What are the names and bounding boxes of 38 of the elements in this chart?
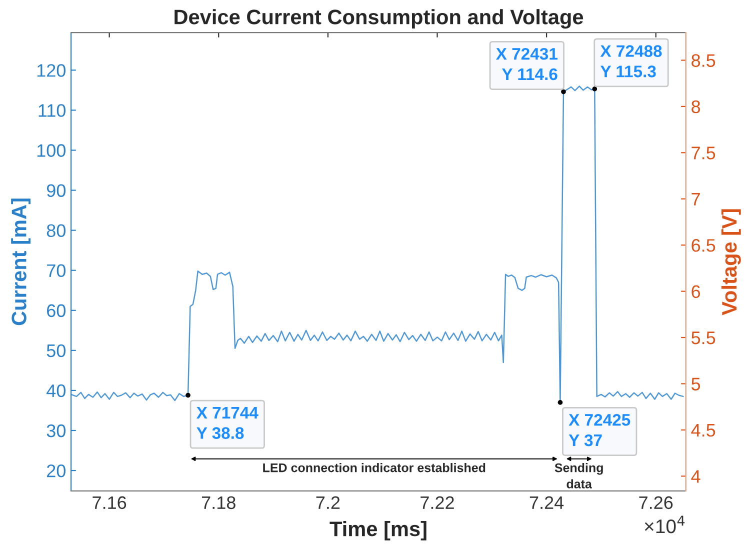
y-tick-label: 120 <box>37 64 66 77</box>
y-tick-label: 110 <box>38 104 66 117</box>
y2-tick-label: 6.5 <box>692 239 716 252</box>
y2-tick-label: 7 <box>692 192 700 206</box>
y-tick-label: 100 <box>37 144 66 157</box>
annotation: Sending data <box>554 463 603 488</box>
chart-title: Device Current Consumption and Voltage <box>174 9 584 29</box>
y-tick-label: 60 <box>47 304 66 318</box>
annotation: X 71744 Y 38.8 <box>196 406 258 439</box>
y-tick-label: 30 <box>46 424 66 438</box>
annotation: LED connection indicator established <box>263 463 486 472</box>
y2-tick-label: 8 <box>692 100 700 114</box>
x-axis-title: Time [ms] <box>330 520 426 540</box>
y2-tick-label: 5 <box>692 378 700 390</box>
y-tick-label: 50 <box>46 344 66 358</box>
y-tick-label: 90 <box>46 184 66 197</box>
y-tick-label: 80 <box>46 224 66 238</box>
y2-tick-label: 4.5 <box>691 424 716 437</box>
text: ×10$^{4}$ <box>644 516 685 534</box>
y-tick-label: 70 <box>47 264 66 278</box>
x-tick-label: 7.26 <box>639 496 673 510</box>
y-tick-label: 20 <box>47 464 66 478</box>
y2-tick-label: 6 <box>692 285 700 298</box>
y-axis-title: Current [mA] <box>11 198 31 326</box>
x-tick-label: 7.22 <box>420 496 454 509</box>
y2-tick-label: 8.5 <box>692 54 716 67</box>
annotation: X 72488 Y 115.3 <box>600 45 662 78</box>
x-tick-label: 7.16 <box>92 496 126 510</box>
annotation: X 72431 Y 114.6 <box>496 48 558 80</box>
y2-axis-title: Voltage [V] <box>721 209 741 316</box>
y2-tick-label: 5.5 <box>692 332 716 344</box>
y2-tick-label: 7.5 <box>692 146 716 160</box>
x-tick-label: 7.2 <box>316 496 340 509</box>
y2-tick-label: 4 <box>691 470 700 483</box>
annotation: X 72425 Y 37 <box>568 414 630 446</box>
x-tick-label: 7.24 <box>530 496 564 509</box>
y-tick-label: 40 <box>46 384 66 398</box>
x-tick-label: 7.18 <box>202 496 236 510</box>
